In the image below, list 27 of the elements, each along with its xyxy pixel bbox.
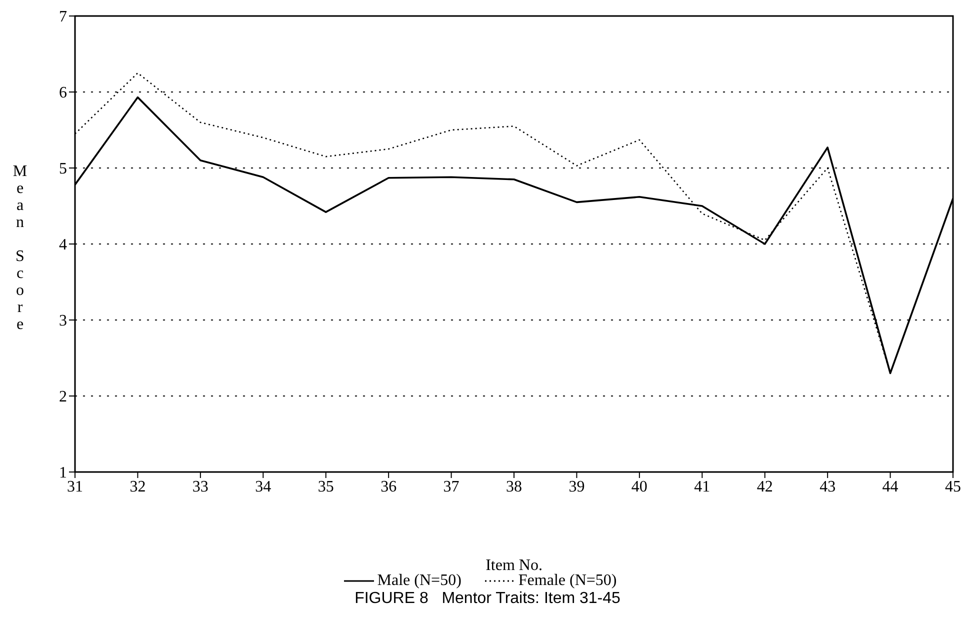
y-tick-label: 6 [59,84,67,102]
x-tick-label: 34 [255,478,272,496]
text: Mean Score [12,163,28,333]
x-tick-label: 35 [318,478,334,496]
y-tick-label: 5 [59,160,67,178]
x-tick-label: 33 [192,478,208,496]
x-tick-label: 39 [568,478,585,496]
legend-label: Male (N=50) [377,572,462,590]
x-tick-label: 37 [443,478,460,496]
x-tick-label: 40 [631,478,648,496]
y-tick-label: 1 [59,464,67,482]
x-tick-label: 44 [882,478,898,496]
x-tick-label: 31 [67,478,83,496]
x-tick-label: 45 [945,478,961,496]
y-tick-label: 7 [59,8,67,26]
x-axis-title: Item No. [486,557,542,574]
x-tick-label: 36 [380,478,397,496]
x-tick-label: 38 [506,478,522,496]
x-tick-label: 42 [756,478,773,496]
x-tick-label: 41 [694,478,710,496]
y-tick-label: 3 [59,312,67,330]
x-tick-label: 32 [130,478,146,496]
legend-label: Female (N=50) [518,572,617,590]
text: FIGURE 8 Mentor Traits: Item 31-45 [354,590,622,608]
y-tick-label: 4 [59,236,67,254]
y-tick-label: 2 [59,388,67,406]
x-tick-label: 43 [820,478,836,496]
